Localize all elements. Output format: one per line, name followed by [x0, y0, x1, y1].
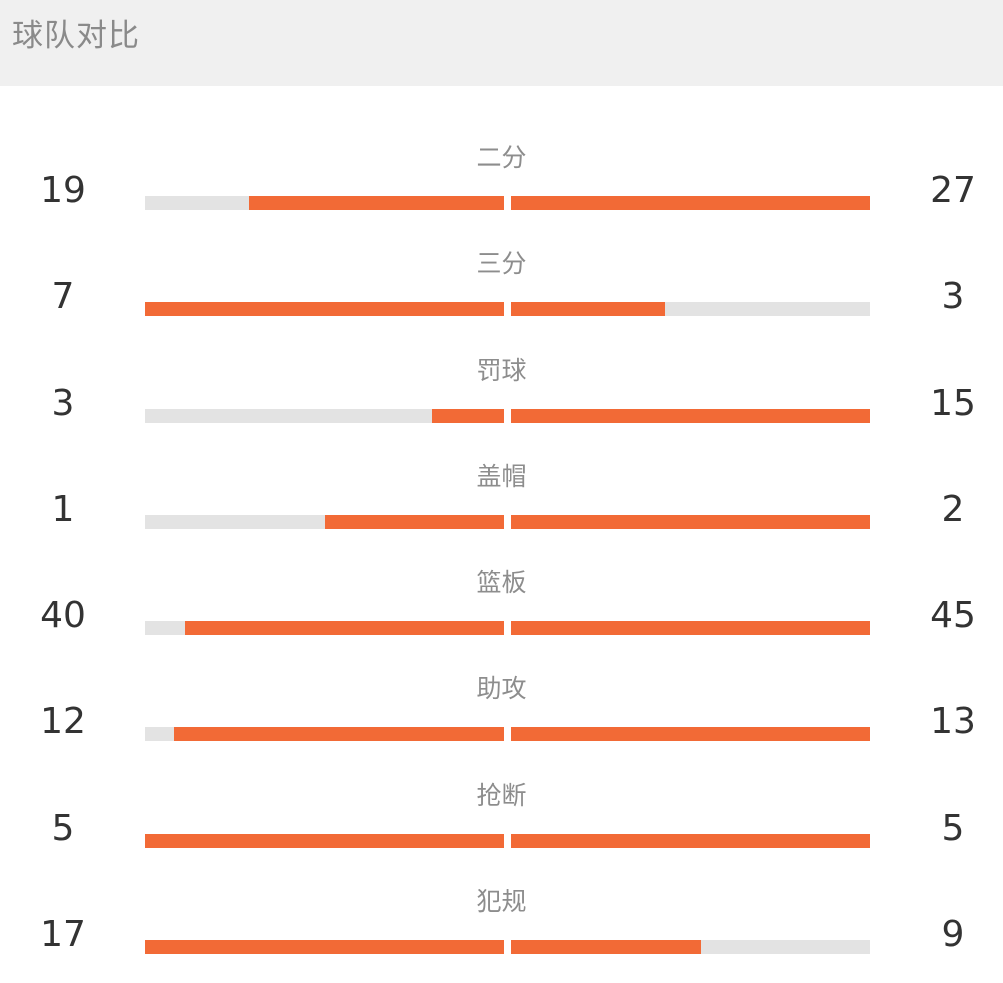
- stat-row-blocks: 盖帽 1 2: [0, 405, 1003, 530]
- stat-row-fouls: 犯规 17 9: [0, 830, 1003, 955]
- stat-row-steals: 抢断 5 5: [0, 724, 1003, 849]
- right-team-value: 9: [941, 914, 965, 955]
- right-team-value: 2: [941, 489, 965, 530]
- right-team-bar-fill: [511, 302, 666, 316]
- right-team-bar: [511, 940, 870, 954]
- right-team-bar: [511, 196, 870, 210]
- page-header: 球队对比: [0, 0, 1003, 86]
- stat-row-three-pointers: 三分 7 3: [0, 192, 1003, 317]
- left-team-value: 12: [40, 701, 86, 742]
- left-team-value: 40: [40, 595, 86, 636]
- stat-label: 二分: [476, 143, 527, 172]
- page-title: 球队对比: [12, 18, 140, 54]
- left-team-value: 3: [51, 383, 75, 424]
- right-team-value: 15: [930, 383, 976, 424]
- stat-row-two-pointers: 二分 19 27: [0, 86, 1003, 211]
- right-team-bar-fill: [511, 196, 870, 210]
- right-team-bar-fill: [511, 621, 870, 635]
- left-team-bar-fill: [184, 621, 504, 635]
- left-team-bar-fill: [432, 409, 504, 423]
- stat-row-rebounds: 篮板 40 45: [0, 511, 1003, 636]
- left-team-value: 17: [40, 914, 86, 955]
- left-team-bar-fill: [145, 940, 504, 954]
- right-team-bar: [511, 834, 870, 848]
- right-team-bar: [511, 302, 870, 316]
- stat-label: 三分: [476, 249, 527, 278]
- right-team-bar-fill: [511, 409, 870, 423]
- left-team-bar: [145, 727, 504, 741]
- left-team-value: 19: [40, 170, 86, 211]
- left-team-bar: [145, 515, 504, 529]
- left-team-value: 5: [51, 808, 75, 849]
- stat-row-free-throws: 罚球 3 15: [0, 299, 1003, 424]
- right-team-value: 27: [930, 170, 976, 211]
- left-team-bar: [145, 409, 504, 423]
- right-team-value: 5: [941, 808, 965, 849]
- right-team-bar-fill: [511, 727, 870, 741]
- stat-label: 篮板: [476, 568, 527, 597]
- stat-label: 犯规: [476, 887, 527, 916]
- right-team-bar-fill: [511, 515, 870, 529]
- left-team-bar: [145, 621, 504, 635]
- right-team-bar-fill: [511, 834, 870, 848]
- stat-label: 盖帽: [476, 462, 527, 491]
- left-team-bar-fill: [145, 302, 504, 316]
- left-team-bar-fill: [173, 727, 504, 741]
- stat-label: 抢断: [476, 781, 527, 810]
- right-team-value: 3: [941, 276, 965, 317]
- left-team-bar: [145, 940, 504, 954]
- right-team-value: 45: [930, 595, 976, 636]
- left-team-bar: [145, 302, 504, 316]
- right-team-bar: [511, 409, 870, 423]
- left-team-value: 1: [51, 489, 75, 530]
- left-team-bar-fill: [145, 834, 504, 848]
- right-team-value: 13: [930, 701, 976, 742]
- right-team-bar: [511, 621, 870, 635]
- left-team-bar: [145, 196, 504, 210]
- left-team-bar-fill: [324, 515, 504, 529]
- right-team-bar-fill: [511, 940, 702, 954]
- stat-row-assists: 助攻 12 13: [0, 617, 1003, 742]
- stat-label: 助攻: [476, 674, 527, 703]
- right-team-bar: [511, 515, 870, 529]
- left-team-value: 7: [51, 276, 75, 317]
- stat-label: 罚球: [476, 356, 527, 385]
- left-team-bar-fill: [249, 196, 504, 210]
- left-team-bar: [145, 834, 504, 848]
- right-team-bar: [511, 727, 870, 741]
